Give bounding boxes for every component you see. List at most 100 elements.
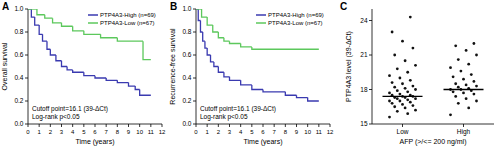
survival-step bbox=[202, 9, 208, 17]
survival-step bbox=[84, 31, 101, 34]
dot bbox=[475, 85, 478, 88]
x-tick-label: High bbox=[457, 128, 471, 136]
x-tick bbox=[318, 124, 319, 127]
dot bbox=[465, 84, 468, 87]
dot bbox=[399, 77, 402, 80]
survival-step bbox=[196, 9, 202, 10]
survival-step bbox=[28, 9, 37, 10]
y-tick-label: 0.2 bbox=[182, 97, 191, 104]
survival-step bbox=[117, 38, 143, 41]
survival-step bbox=[207, 48, 210, 55]
x-tick-label: 2 bbox=[49, 129, 53, 135]
survival-step bbox=[241, 44, 252, 47]
dot bbox=[391, 31, 394, 34]
dot bbox=[473, 93, 476, 96]
survival-step bbox=[213, 25, 219, 32]
survival-step bbox=[47, 41, 50, 49]
survival-step bbox=[308, 98, 319, 101]
survival-step bbox=[140, 90, 151, 96]
x-tick bbox=[274, 124, 275, 127]
legend-swatch bbox=[88, 14, 98, 16]
x-tick bbox=[330, 124, 331, 127]
survival-step bbox=[39, 25, 42, 34]
legend-swatch bbox=[88, 22, 98, 24]
x-tick bbox=[139, 124, 140, 127]
dot bbox=[388, 100, 391, 103]
dot bbox=[457, 86, 460, 89]
y-tick bbox=[25, 55, 28, 56]
survival-step bbox=[84, 72, 95, 75]
x-tick bbox=[72, 124, 73, 127]
dot bbox=[406, 90, 409, 93]
x-tick-label: 10 bbox=[136, 129, 143, 135]
dot bbox=[396, 97, 399, 100]
survival-step bbox=[45, 15, 53, 18]
x-tick bbox=[106, 124, 107, 127]
x-tick-label: Low bbox=[397, 128, 409, 135]
x-tick bbox=[39, 124, 40, 127]
dot bbox=[396, 67, 399, 70]
y-tick bbox=[369, 124, 372, 125]
y-tick bbox=[193, 9, 196, 10]
survival-step bbox=[205, 41, 207, 48]
dot bbox=[414, 64, 417, 67]
y-axis bbox=[196, 9, 197, 124]
dot bbox=[414, 97, 417, 100]
dot bbox=[475, 54, 478, 57]
dot bbox=[388, 92, 391, 95]
survival-step bbox=[53, 18, 62, 23]
y-tick-label: 1.0 bbox=[14, 5, 23, 12]
y-tick-label: 1.0 bbox=[182, 5, 191, 12]
survival-step bbox=[43, 34, 47, 41]
dot bbox=[404, 107, 407, 110]
y-tick-label: 0.8 bbox=[182, 28, 191, 35]
dot bbox=[462, 92, 465, 95]
legend-label: PTP4A3-High (n=69) bbox=[100, 12, 156, 18]
x-tick-label: 6 bbox=[261, 129, 265, 135]
dot bbox=[388, 116, 391, 119]
x-tick bbox=[402, 124, 403, 127]
dot bbox=[412, 104, 415, 107]
y-tick-label: 0.6 bbox=[14, 51, 23, 58]
dot bbox=[393, 86, 396, 89]
survival-step bbox=[62, 23, 73, 26]
legend-label: PTP4A3-High (n=69) bbox=[268, 12, 324, 18]
dot bbox=[406, 71, 409, 74]
y-tick bbox=[369, 55, 372, 56]
survival-step bbox=[252, 47, 319, 49]
dot bbox=[452, 90, 455, 93]
dot bbox=[475, 100, 478, 103]
x-tick-label: 11 bbox=[148, 129, 155, 135]
y-tick-label: 24 bbox=[360, 17, 368, 24]
y-tick bbox=[25, 9, 28, 10]
survival-step bbox=[263, 90, 285, 92]
dot bbox=[467, 63, 470, 66]
y-axis-title: Recurrence-free survival bbox=[169, 28, 176, 105]
dot bbox=[401, 103, 404, 106]
survival-step bbox=[37, 9, 45, 15]
annotation: Cutoff point=16.1 (39-ΔCt) bbox=[32, 105, 108, 113]
y-tick-label: 15 bbox=[360, 120, 368, 127]
y-axis-title: PTP4A3 level (39-ΔCt) bbox=[345, 31, 353, 102]
x-tick-label: 0 bbox=[26, 129, 30, 135]
x-tick bbox=[229, 124, 230, 127]
background bbox=[0, 0, 500, 155]
x-tick-label: 1 bbox=[37, 129, 41, 135]
dot bbox=[414, 88, 417, 91]
y-tick bbox=[25, 101, 28, 102]
x-tick bbox=[128, 124, 129, 127]
dot bbox=[391, 81, 394, 84]
x-tick-label: 9 bbox=[295, 129, 299, 135]
y-tick bbox=[369, 20, 372, 21]
y-axis bbox=[28, 9, 29, 124]
x-tick-label: 1 bbox=[205, 129, 209, 135]
dot bbox=[473, 80, 476, 83]
survival-step bbox=[211, 55, 214, 62]
x-tick-label: 7 bbox=[104, 129, 108, 135]
dot bbox=[465, 97, 468, 100]
dot bbox=[460, 70, 463, 73]
dot bbox=[457, 102, 460, 105]
x-tick bbox=[162, 124, 163, 127]
x-tick-label: 10 bbox=[304, 129, 311, 135]
y-tick-label: 0.4 bbox=[14, 74, 23, 81]
